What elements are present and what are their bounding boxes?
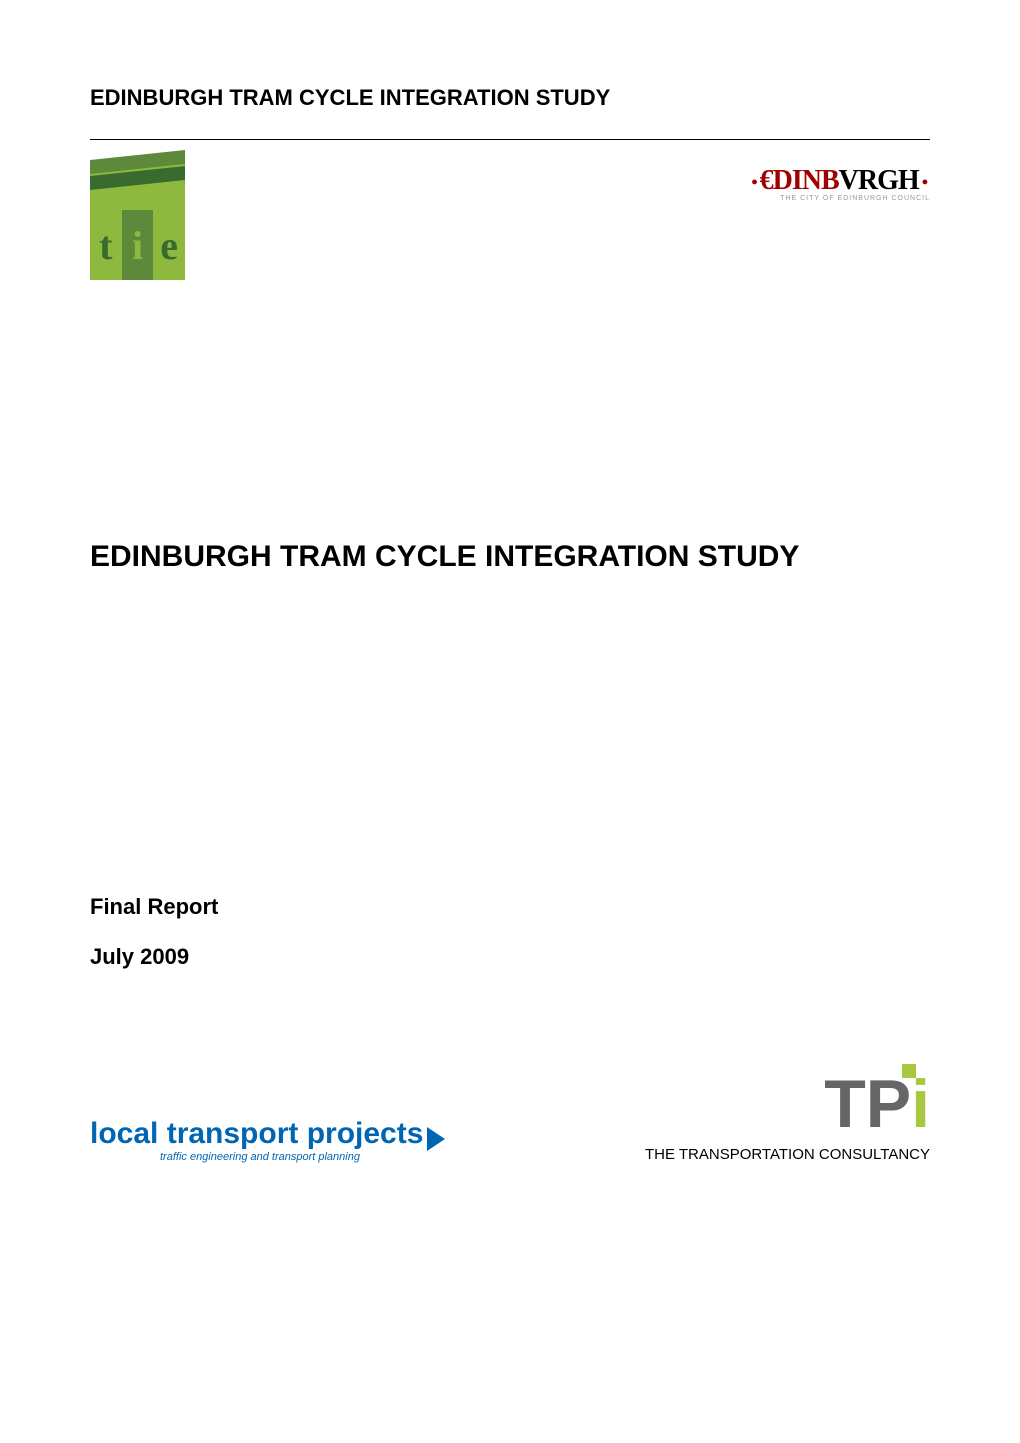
tpi-logo: TPi THE TRANSPORTATION CONSULTANCY bbox=[645, 1070, 930, 1163]
local-transport-projects-logo: local transport projects traffic enginee… bbox=[90, 1117, 445, 1163]
edinburgh-logo-text: •€DINBVRGH• bbox=[748, 165, 930, 197]
edinburgh-council-logo: •€DINBVRGH• THE CITY OF EDINBURGH COUNCI… bbox=[748, 160, 930, 202]
tie-letter-t: t bbox=[90, 210, 122, 280]
edinburgh-v: V bbox=[839, 165, 858, 196]
edinburgh-prefix: €DINB bbox=[760, 165, 839, 196]
tie-logo-stripes bbox=[90, 160, 185, 210]
ltp-main-text: local transport projects bbox=[90, 1117, 423, 1150]
top-logo-row: t i e •€DINBVRGH• THE CITY OF EDINBURGH … bbox=[90, 160, 930, 280]
report-date: July 2009 bbox=[90, 944, 930, 970]
footer-logo-row: local transport projects traffic enginee… bbox=[90, 1070, 930, 1163]
tie-logo-letters: t i e bbox=[90, 210, 185, 280]
header-title: EDINBURGH TRAM CYCLE INTEGRATION STUDY bbox=[90, 85, 930, 111]
tie-letter-i: i bbox=[122, 210, 154, 280]
edinburgh-dot-right: • bbox=[922, 172, 927, 192]
tie-logo: t i e bbox=[90, 160, 185, 280]
arrow-icon bbox=[427, 1127, 445, 1151]
report-label: Final Report bbox=[90, 894, 930, 920]
tpi-logo-letters: TPi bbox=[645, 1070, 930, 1138]
tie-letter-e: e bbox=[153, 210, 185, 280]
tpi-green-letter: i bbox=[911, 1066, 930, 1142]
edinburgh-suffix: RGH bbox=[858, 165, 919, 196]
ltp-subtitle: traffic engineering and transport planni… bbox=[90, 1151, 445, 1163]
main-title: EDINBURGH TRAM CYCLE INTEGRATION STUDY bbox=[90, 540, 930, 574]
edinburgh-dot-left: • bbox=[751, 172, 756, 192]
document-page: EDINBURGH TRAM CYCLE INTEGRATION STUDY t… bbox=[0, 0, 1020, 1443]
tpi-subtitle: THE TRANSPORTATION CONSULTANCY bbox=[645, 1146, 930, 1163]
header-divider bbox=[90, 139, 930, 140]
tpi-grey-letters: TP bbox=[824, 1066, 911, 1142]
ltp-logo-main: local transport projects bbox=[90, 1117, 445, 1151]
